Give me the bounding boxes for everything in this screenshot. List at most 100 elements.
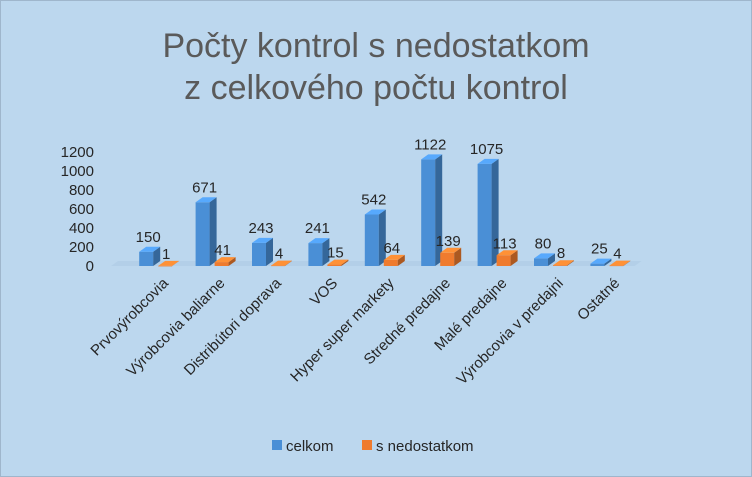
bar-front xyxy=(139,251,154,266)
data-label-s-nedostatkom: 15 xyxy=(327,245,344,262)
bar-s-nedostatkom xyxy=(327,259,349,266)
data-label-s-nedostatkom: 4 xyxy=(613,246,621,263)
bar-top xyxy=(590,258,612,264)
legend-swatch-celkom xyxy=(272,440,282,450)
bar-top xyxy=(421,154,443,160)
legend-label-celkom: celkom xyxy=(286,438,334,455)
bar-top xyxy=(139,246,161,252)
data-label-celkom: 80 xyxy=(535,235,552,252)
bar-top xyxy=(158,260,180,266)
bar-top xyxy=(477,158,499,164)
bar-celkom xyxy=(590,258,612,266)
bar-celkom xyxy=(139,246,161,266)
y-tick-label: 0 xyxy=(86,258,94,275)
bar-celkom xyxy=(364,209,386,266)
bar-side xyxy=(266,237,273,266)
bar-top xyxy=(364,209,386,215)
bar-top xyxy=(195,197,217,203)
bar-front xyxy=(214,262,229,266)
bar-front xyxy=(440,252,455,266)
bar-front xyxy=(252,242,266,266)
bar-s-nedostatkom xyxy=(496,250,518,266)
category-label: VOS xyxy=(307,275,341,309)
bar-side xyxy=(322,238,330,266)
bar-top xyxy=(327,259,349,265)
bar-front xyxy=(364,214,379,266)
bar-side xyxy=(548,253,555,266)
bar-side xyxy=(341,259,349,266)
category-label: Výrobcovia v predajni xyxy=(453,275,566,388)
bar-side xyxy=(209,197,217,266)
bar-s-nedostatkom xyxy=(271,260,292,267)
data-label-s-nedostatkom: 1 xyxy=(162,246,170,263)
category-label: Distribútori doprava xyxy=(181,274,285,378)
data-label-celkom: 243 xyxy=(248,220,273,237)
bar-celkom xyxy=(477,158,499,266)
chart-title-line-1: Počty kontrol s nedostatkom xyxy=(162,27,589,65)
bar-s-nedostatkom xyxy=(214,257,236,266)
y-tick-label: 1000 xyxy=(61,163,94,180)
bar-celkom xyxy=(195,197,217,266)
bar-celkom xyxy=(534,253,555,266)
bar-front xyxy=(477,163,492,266)
category-label: Hyper super markety xyxy=(287,274,398,385)
data-label-s-nedostatkom: 41 xyxy=(214,242,231,259)
data-label-s-nedostatkom: 8 xyxy=(557,245,565,262)
data-label-celkom: 542 xyxy=(361,192,386,209)
bar-celkom xyxy=(252,237,273,266)
bar-front xyxy=(496,255,511,266)
bar-s-nedostatkom xyxy=(440,247,462,266)
bar-side xyxy=(228,257,236,266)
bar-top xyxy=(534,253,555,259)
bar-side xyxy=(435,154,443,266)
data-label-celkom: 241 xyxy=(305,220,330,237)
bar-side xyxy=(153,246,161,266)
bar-front xyxy=(534,258,548,266)
data-label-celkom: 1122 xyxy=(414,136,446,153)
y-axis-ticks: 0 200 400 600 800 1000 1200 xyxy=(61,144,94,275)
bar-front xyxy=(553,265,567,266)
data-label-s-nedostatkom: 4 xyxy=(275,246,283,263)
bar-side xyxy=(172,260,180,266)
bar-top xyxy=(271,260,292,266)
data-label-s-nedostatkom: 64 xyxy=(383,240,400,257)
y-tick-label: 600 xyxy=(69,201,94,218)
y-tick-label: 1200 xyxy=(61,144,94,161)
legend: celkom s nedostatkom xyxy=(272,438,474,455)
bar-top xyxy=(553,260,574,266)
bar-side xyxy=(491,158,499,266)
data-label-celkom: 25 xyxy=(591,241,608,258)
bar-side xyxy=(604,258,612,266)
category-label: Ostatné xyxy=(574,275,623,324)
y-tick-label: 400 xyxy=(69,220,94,237)
bar-celkom xyxy=(421,154,443,266)
bar-front xyxy=(609,265,624,267)
bar-front xyxy=(308,243,323,266)
legend-label-s-nedostatkom: s nedostatkom xyxy=(376,438,474,455)
data-label-s-nedostatkom: 113 xyxy=(493,235,517,252)
data-label-celkom: 671 xyxy=(192,179,217,196)
bar-top xyxy=(440,247,462,253)
category-label: Výrobcovia baliarne xyxy=(123,275,228,380)
bars xyxy=(139,154,631,267)
bar-front xyxy=(271,265,285,267)
bar-front xyxy=(590,263,605,266)
bar-s-nedostatkom xyxy=(609,260,631,267)
bar-front xyxy=(421,159,436,266)
bar-side xyxy=(623,260,631,266)
data-label-s-nedostatkom: 139 xyxy=(436,233,461,250)
bar-top xyxy=(496,250,518,256)
bar-top xyxy=(308,238,330,244)
y-tick-label: 800 xyxy=(69,182,94,199)
data-label-celkom: 150 xyxy=(136,229,161,246)
bar-side xyxy=(567,260,574,266)
bar-side xyxy=(454,247,462,266)
bar-side xyxy=(378,209,386,266)
bar-s-nedostatkom xyxy=(553,260,574,266)
bar-s-nedostatkom xyxy=(158,260,180,267)
bar-top xyxy=(214,257,236,263)
chart-title-line-2: z celkového počtu kontrol xyxy=(184,69,568,107)
